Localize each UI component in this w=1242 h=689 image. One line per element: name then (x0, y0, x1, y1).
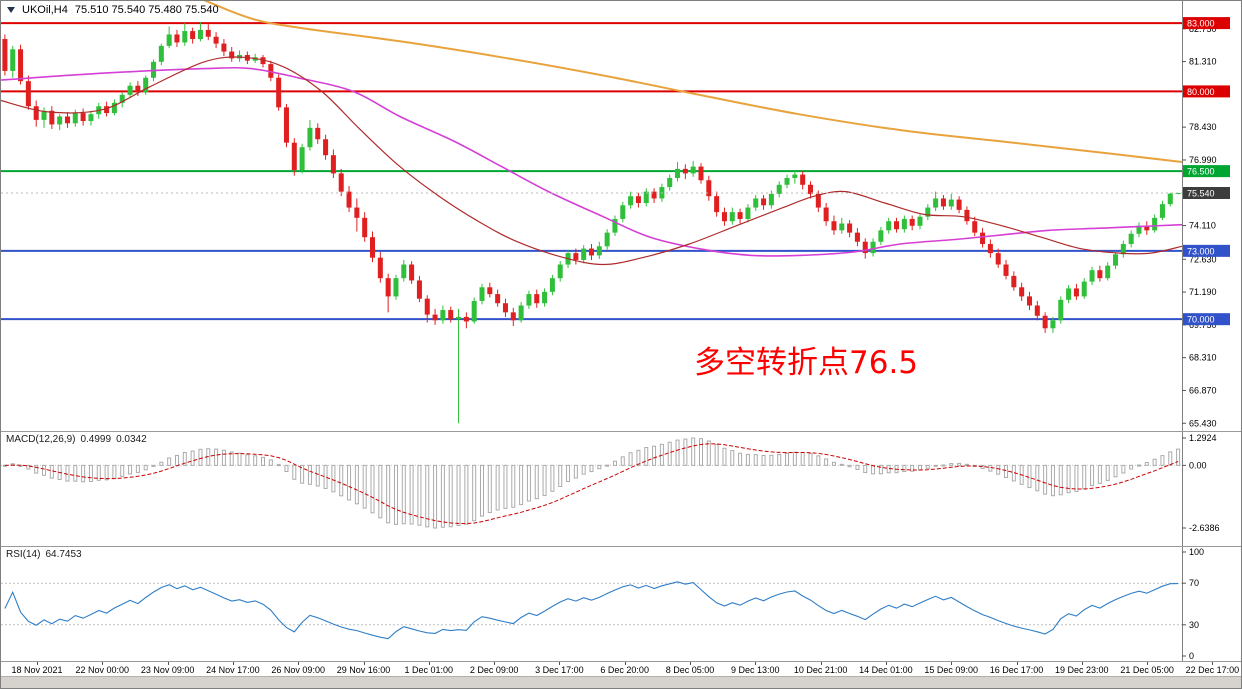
ma-slow-orange[interactable] (204, 1, 1183, 163)
time-label: 15 Dec 09:00 (924, 665, 978, 675)
time-tick (428, 662, 430, 665)
rsi-axis-tick: 30 (1189, 620, 1199, 630)
price-tick-68.310: 68.310 (1189, 353, 1217, 363)
time-tick (624, 662, 626, 665)
price-tick-76.990: 76.990 (1189, 155, 1217, 165)
scrollbar-strip[interactable] (1, 676, 1241, 688)
time-label: 8 Dec 05:00 (665, 665, 715, 675)
price-badge-70.000 (1183, 313, 1230, 326)
macd-indicator-label: MACD(12,26,9) 0.4999 0.0342 (6, 434, 147, 445)
price-tick-81.310: 81.310 (1189, 57, 1217, 67)
rsi-value: 64.7453 (45, 549, 82, 560)
price-tick-78.430: 78.430 (1189, 122, 1217, 132)
symbol-info: UKOil,H4 75.510 75.540 75.480 75.540 (7, 4, 219, 16)
macd-main-value: 0.4999 (80, 434, 112, 445)
symbol-period-label: UKOil,H4 (22, 4, 68, 16)
time-tick (1147, 662, 1149, 665)
price-chart-canvas[interactable]: 82.75081.31078.43076.99074.11072.63071.1… (1, 1, 1242, 431)
time-label: 16 Dec 17:00 (989, 665, 1044, 675)
time-tick (1016, 662, 1018, 665)
time-label: 29 Nov 16:00 (336, 665, 391, 675)
time-tick (102, 662, 104, 665)
time-label: 1 Dec 01:00 (404, 665, 454, 675)
time-axis[interactable]: 18 Nov 2021 22 Nov 00:00 23 Nov 09:00 24 No… (1, 661, 1241, 679)
svg-text:83.000: 83.000 (1187, 19, 1215, 29)
macd-signal-value: 0.0342 (116, 434, 147, 445)
time-label: 9 Dec 13:00 (731, 665, 780, 675)
time-tick (1081, 662, 1083, 665)
rsi-line[interactable] (4, 581, 1179, 640)
time-tick (298, 662, 300, 665)
macd-chart-canvas[interactable]: 1.2924 0.00 -2.6386 (1, 432, 1242, 547)
time-label: 19 Dec 23:00 (1055, 665, 1109, 675)
svg-text:73.000: 73.000 (1187, 246, 1215, 256)
time-tick (232, 662, 234, 665)
time-tick (1212, 662, 1214, 665)
time-label: 21 Dec 05:00 (1120, 665, 1174, 675)
candlesticks (2, 21, 1181, 424)
time-label: 6 Dec 20:00 (600, 665, 649, 675)
time-label: 26 Nov 09:00 (271, 665, 325, 675)
price-badge-80.000 (1183, 85, 1230, 98)
time-label: 2 Dec 09:00 (469, 665, 519, 675)
time-label: 24 Nov 17:00 (206, 665, 260, 675)
svg-text:80.000: 80.000 (1187, 87, 1215, 97)
macd-name: MACD(12,26,9) (6, 434, 76, 445)
price-badge-73.000 (1183, 244, 1230, 257)
macd-axis-tick: -2.6386 (1189, 523, 1220, 533)
macd-signal-line[interactable] (4, 443, 1179, 525)
time-tick (494, 662, 496, 665)
time-tick (755, 662, 757, 665)
ma-fast-darkred[interactable] (1, 56, 1183, 266)
macd-pane[interactable]: 1.2924 0.00 -2.6386 MACD(12,26,9) 0.4999 0.0… (1, 431, 1242, 547)
svg-text:76.500: 76.500 (1187, 167, 1215, 177)
rsi-axis-tick: 100 (1189, 547, 1204, 557)
price-tick-66.870: 66.870 (1189, 385, 1217, 395)
price-tick-74.110: 74.110 (1189, 221, 1216, 231)
svg-text:75.540: 75.540 (1187, 188, 1215, 198)
time-tick (820, 662, 822, 665)
rsi-pane[interactable]: 100 70 30 0 RSI(14) 64.7453 (1, 546, 1242, 662)
chart-dropdown-triangle-icon[interactable] (7, 7, 15, 13)
price-pane[interactable]: 82.75081.31078.43076.99074.11072.63071.1… (1, 1, 1242, 431)
time-label: 10 Dec 21:00 (793, 665, 848, 675)
price-badge-83.000 (1183, 17, 1230, 30)
time-label: 23 Nov 09:00 (140, 665, 195, 675)
price-tick-72.630: 72.630 (1189, 254, 1217, 264)
ohlc-values: 75.510 75.540 75.480 75.540 (74, 4, 219, 16)
time-tick (363, 662, 365, 665)
macd-axis-tick: 1.2924 (1189, 433, 1217, 443)
time-tick (951, 662, 953, 665)
time-label: 22 Dec 17:00 (1185, 665, 1240, 675)
rsi-axis-tick: 70 (1189, 578, 1199, 588)
time-label: 14 Dec 01:00 (859, 665, 913, 675)
ma-medium-magenta[interactable] (1, 66, 1183, 257)
price-badge-76.500 (1183, 165, 1230, 178)
time-tick (559, 662, 561, 665)
price-tick-71.190: 71.190 (1189, 287, 1217, 297)
rsi-axis-tick: 0 (1189, 651, 1194, 661)
rsi-name: RSI(14) (6, 549, 41, 560)
time-label: 18 Nov 2021 (11, 665, 63, 675)
time-tick (690, 662, 691, 665)
time-tick (167, 662, 169, 665)
macd-histogram (2, 437, 1181, 529)
macd-axis-tick: 0.00 (1189, 460, 1207, 470)
rsi-indicator-label: RSI(14) 64.7453 (6, 549, 82, 560)
time-label: 3 Dec 17:00 (535, 665, 584, 675)
time-tick (37, 662, 38, 665)
price-badge-75.540 (1183, 186, 1230, 199)
svg-text:70.000: 70.000 (1187, 315, 1215, 325)
time-tick (885, 662, 887, 665)
time-label: 22 Nov 00:00 (75, 665, 130, 675)
rsi-chart-canvas[interactable]: 100 70 30 0 (1, 547, 1242, 662)
price-tick-65.430: 65.430 (1189, 418, 1217, 428)
annotation-text[interactable]: 多空转折点76.5 (694, 345, 919, 381)
